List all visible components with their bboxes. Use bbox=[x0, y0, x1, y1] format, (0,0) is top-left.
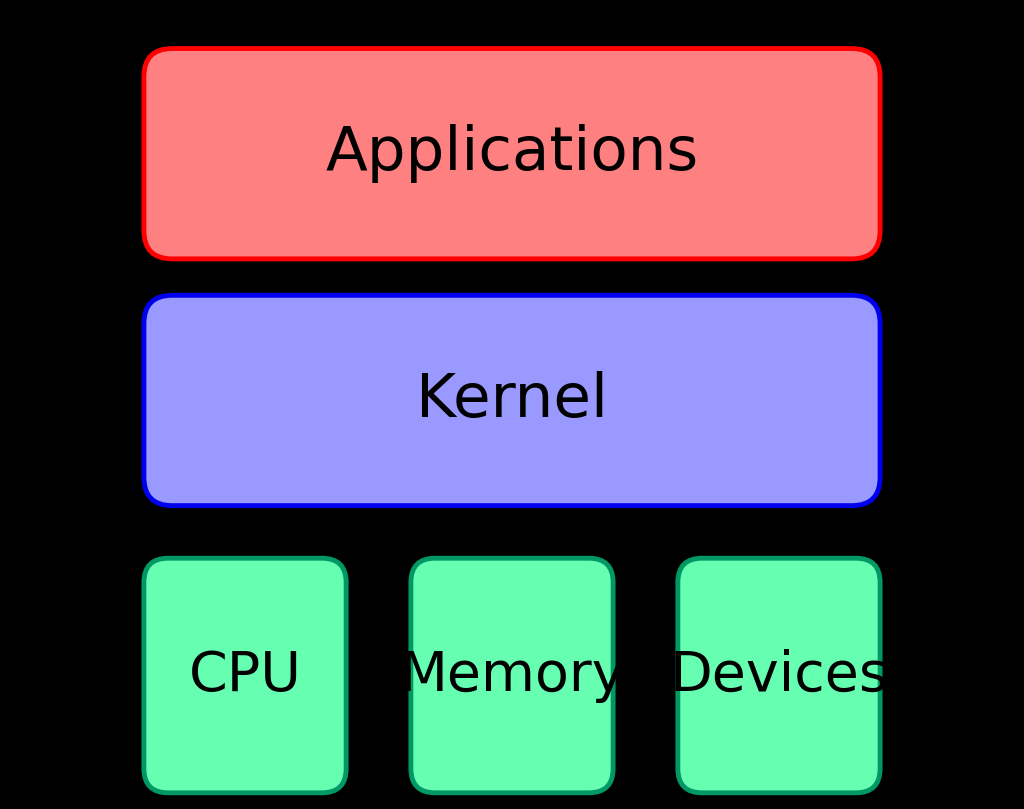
Text: Devices: Devices bbox=[670, 649, 889, 702]
FancyBboxPatch shape bbox=[678, 558, 880, 793]
FancyBboxPatch shape bbox=[144, 295, 880, 506]
Text: Kernel: Kernel bbox=[416, 371, 608, 430]
FancyBboxPatch shape bbox=[144, 49, 880, 259]
FancyBboxPatch shape bbox=[144, 558, 346, 793]
Text: CPU: CPU bbox=[188, 649, 301, 702]
FancyBboxPatch shape bbox=[411, 558, 613, 793]
Text: Memory: Memory bbox=[399, 649, 625, 702]
Text: Applications: Applications bbox=[326, 125, 698, 183]
